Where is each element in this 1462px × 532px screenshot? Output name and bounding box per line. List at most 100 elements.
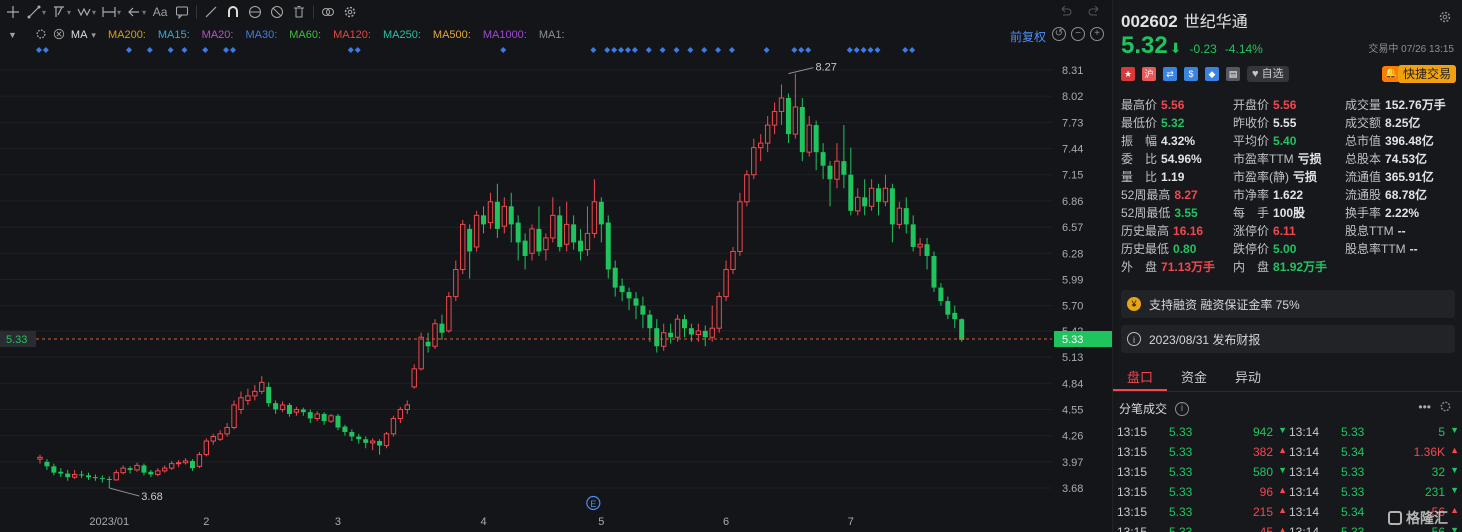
tick-row: 13:15 5.33 45 ▲ 13:14 5.33 56 ▼	[1117, 522, 1461, 532]
candle-body	[182, 460, 189, 464]
candle-body	[709, 327, 715, 338]
tick-entry: 13:15 5.33 215 ▲	[1117, 505, 1289, 519]
tick-volume: 56	[1431, 505, 1445, 519]
candle-body	[557, 215, 563, 247]
crosshair-icon[interactable]	[2, 2, 24, 22]
hk-connect-icon[interactable]: 沪	[1142, 67, 1156, 81]
report-notice[interactable]: i 2023/08/31 发布财报	[1121, 325, 1455, 353]
ma-legend-item[interactable]: MA15:	[157, 29, 190, 41]
y-axis-bg	[1052, 50, 1112, 532]
comment-icon[interactable]	[171, 2, 193, 22]
candle-body	[654, 328, 660, 347]
eye-icon[interactable]	[244, 2, 266, 22]
ma-legend-item[interactable]: MA1000:	[482, 29, 527, 41]
zoom-in-icon[interactable]: +	[1090, 27, 1104, 41]
tick-entry: 13:15 5.33 45 ▲	[1117, 525, 1289, 532]
settings-gear-icon[interactable]	[1438, 10, 1452, 27]
ticks-header: 分笔成交 i	[1119, 400, 1190, 417]
ma-legend-item[interactable]: MA120:	[333, 29, 371, 41]
tab-2[interactable]: 异动	[1235, 370, 1262, 385]
indicator-close-icon[interactable]	[53, 28, 65, 43]
event-marker-icon	[223, 47, 230, 53]
add-watchlist-button[interactable]: ♥ 自选	[1247, 66, 1289, 82]
stat-label: 跌停价	[1233, 242, 1270, 256]
settings-icon[interactable]	[339, 2, 361, 22]
chart-tools: ↺ − +	[1052, 27, 1104, 41]
link-icon[interactable]	[317, 2, 339, 22]
ma-legend-item[interactable]: MA20:	[201, 29, 234, 41]
stat-label: 历史最低	[1121, 242, 1170, 256]
ma-legend-item[interactable]: MA200:	[107, 29, 146, 41]
quick-trade-button[interactable]: 快捷交易	[1397, 65, 1456, 83]
ruler-icon[interactable]	[200, 2, 222, 22]
shuffle-icon[interactable]: ⇄	[1163, 67, 1177, 81]
hide-icon[interactable]	[266, 2, 288, 22]
candlestick-chart[interactable]: 8.31 8.02 7.73 7.44 7.15 6.86 6.57 6.28 5.99 5.70…	[0, 0, 1112, 532]
stat-label: 52周最高	[1121, 188, 1171, 202]
calendar-icon[interactable]: ▤	[1226, 67, 1240, 81]
ma-legend-item[interactable]: MA1:	[538, 29, 565, 41]
ticks-info-icon[interactable]: i	[1175, 401, 1190, 416]
candle-body	[127, 468, 133, 470]
ma-legend-item[interactable]: MA30:	[245, 29, 278, 41]
magnet-icon[interactable]	[222, 2, 244, 22]
watchlist-label: 自选	[1261, 68, 1284, 80]
tick-volume: 1.36K	[1413, 445, 1445, 459]
candle-body	[792, 106, 799, 135]
candle-body	[58, 471, 64, 474]
candle-body	[959, 319, 965, 340]
tab-1[interactable]: 资金	[1181, 370, 1208, 385]
margin-notice[interactable]: ¥ 支持融资 融资保证金率 75%	[1121, 290, 1455, 318]
candle-body	[453, 269, 459, 298]
candle-body	[51, 466, 57, 473]
indicator-name[interactable]: MA	[70, 29, 88, 41]
up-triangle-icon: ▲	[1278, 485, 1287, 495]
redo-icon[interactable]	[1084, 2, 1106, 22]
reset-icon[interactable]: ↺	[1052, 27, 1066, 41]
zoom-out-icon[interactable]: −	[1071, 27, 1085, 41]
trend-line-icon[interactable]: ▾	[24, 2, 49, 22]
candle-body	[363, 439, 369, 443]
candle-body	[799, 107, 805, 153]
stats-row: 量 比 1.19 市盈率(静) 亏损 流通值 365.91亿	[1121, 168, 1457, 186]
alert-bell-icon[interactable]: 🔔	[1382, 66, 1400, 82]
measure-icon[interactable]: ▾	[99, 2, 124, 22]
wave-icon[interactable]: ▾	[74, 2, 99, 22]
ma-legend-item[interactable]: MA60:	[289, 29, 322, 41]
fork-icon[interactable]: ▾	[49, 2, 74, 22]
text-icon[interactable]: Aa	[152, 5, 168, 19]
ticks-settings-icon[interactable]	[1439, 400, 1452, 416]
tick-time: 13:15	[1117, 485, 1148, 499]
candle-body	[286, 404, 292, 414]
adjust-type-button[interactable]: 前复权	[1009, 30, 1046, 44]
candle-body	[266, 386, 272, 404]
indicator-settings-icon[interactable]	[35, 28, 47, 43]
candle-body	[397, 408, 404, 419]
candle-body	[903, 208, 909, 225]
stat-cell: 52周最高 8.27	[1121, 186, 1233, 204]
stat-cell: 振 幅 4.32%	[1121, 132, 1233, 150]
stock-title: 002602 世纪华通	[1121, 8, 1248, 32]
tab-0[interactable]: 盘口	[1113, 364, 1168, 391]
chart-pane[interactable]: 8.31 8.02 7.73 7.44 7.15 6.86 6.57 6.28 5.99 5.70…	[0, 0, 1112, 532]
indicator-dropdown-icon[interactable]: ▾	[91, 29, 96, 40]
stat-value: 5.55	[1273, 116, 1297, 130]
flag-icon[interactable]: ★	[1121, 67, 1135, 81]
dollar-icon[interactable]: $	[1184, 67, 1198, 81]
more-icon[interactable]: •••	[1418, 400, 1431, 414]
collapse-icon[interactable]: ▼	[8, 30, 17, 40]
ma-legend-item[interactable]: MA250:	[382, 29, 421, 41]
stat-value: 5.56	[1161, 98, 1185, 112]
tick-price: 5.33	[1341, 425, 1365, 439]
last-price: 5.32	[1121, 32, 1168, 59]
stat-cell: 每 手 100股	[1233, 204, 1345, 222]
arrow-back-icon[interactable]: ▾	[124, 2, 149, 22]
candle-body	[106, 478, 112, 480]
candle-body	[273, 403, 279, 410]
ma-legend-item[interactable]: MA500:	[432, 29, 471, 41]
tag-icon[interactable]: ◆	[1205, 67, 1219, 81]
trash-icon[interactable]	[288, 2, 310, 22]
undo-icon[interactable]	[1054, 2, 1076, 22]
candle-body	[889, 188, 895, 225]
stat-cell: 跌停价 5.00	[1233, 240, 1345, 258]
